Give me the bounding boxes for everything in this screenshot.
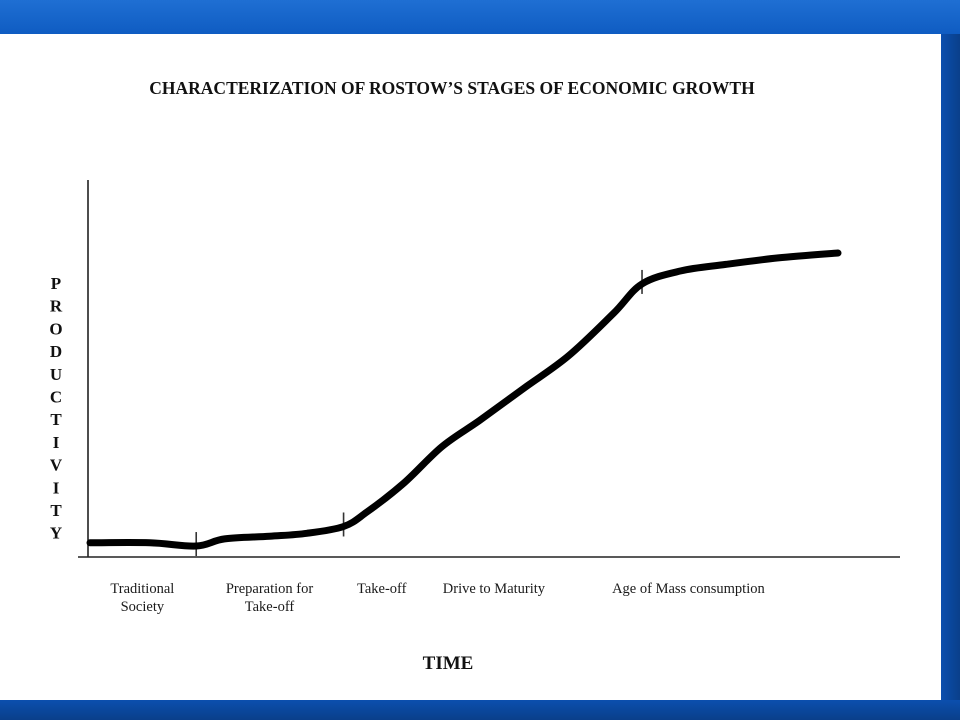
slide-canvas: CHARACTERIZATION OF ROSTOW’S STAGES OF E… — [0, 34, 941, 700]
stage-label-3: Take-off — [357, 581, 407, 597]
slide-frame-bottom — [0, 700, 960, 720]
chart-title: CHARACTERIZATION OF ROSTOW’S STAGES OF E… — [149, 78, 755, 98]
stage-label-2: Preparation for Take-off — [226, 581, 314, 615]
stage-label-1: Traditional Society — [110, 581, 174, 615]
stage-boundary-marks — [195, 269, 643, 557]
stage-label-4: Drive to Maturity — [443, 581, 546, 597]
slide-frame-top — [0, 0, 960, 34]
x-axis-label: TIME — [423, 653, 474, 674]
rostow-chart: CHARACTERIZATION OF ROSTOW’S STAGES OF E… — [49, 78, 900, 674]
stage-label-5: Age of Mass consumption — [612, 581, 765, 597]
slide-frame-right — [941, 34, 960, 700]
stage-labels: Traditional Society Preparation for Take-of… — [110, 581, 765, 615]
productivity-curve — [86, 249, 842, 550]
